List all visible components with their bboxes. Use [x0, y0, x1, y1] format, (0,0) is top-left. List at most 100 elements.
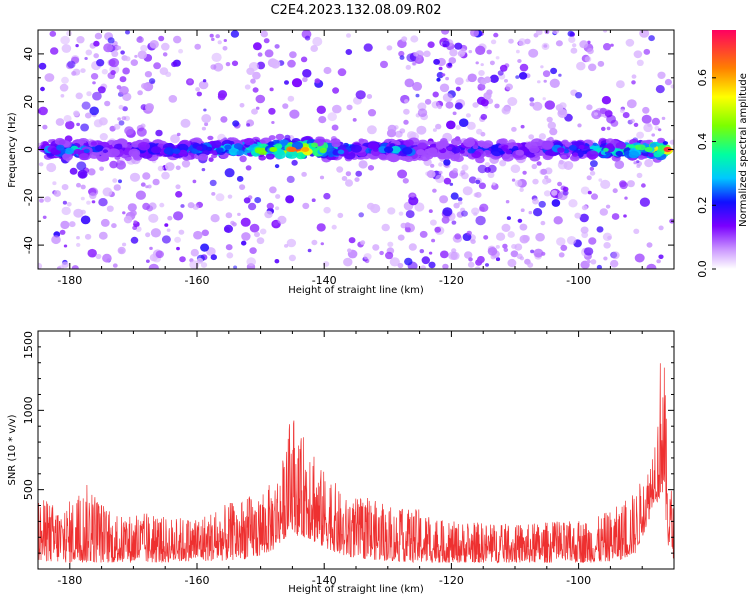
- spectrogram-cell: [158, 35, 165, 42]
- spectrogram-cell: [152, 178, 160, 186]
- spectrogram-cell: [201, 126, 206, 131]
- spectrogram-band-cell: [570, 154, 580, 162]
- spectrogram-cell: [226, 252, 234, 259]
- spectrogram-cell: [462, 186, 473, 196]
- spectrogram-cell: [149, 246, 153, 250]
- spectrogram-cell: [314, 78, 321, 84]
- spectrogram-cell: [316, 223, 326, 232]
- spectrogram-cell: [358, 212, 365, 218]
- spectrogram-cell: [175, 184, 181, 190]
- spectrogram-cell: [433, 58, 440, 65]
- spectrogram-cell: [142, 202, 151, 210]
- spectrogram-cell: [217, 93, 226, 101]
- spectrogram-cell: [250, 78, 256, 84]
- spectrogram-cell: [543, 79, 547, 83]
- spectrogram-cell: [38, 106, 48, 116]
- spectrogram-cell: [519, 234, 530, 244]
- spectrogram-cell: [237, 212, 241, 216]
- spectrogram-cell: [602, 232, 613, 241]
- spectrogram-cell: [556, 237, 566, 246]
- spectrogram-band-cell: [301, 143, 309, 149]
- spectrogram-cell: [385, 251, 394, 260]
- spectrogram-cell: [76, 182, 81, 188]
- spectrogram-band-cell: [437, 145, 444, 150]
- spectrogram-cell: [179, 256, 186, 263]
- spectrogram-band-cell: [404, 156, 413, 163]
- spectrogram-cell: [251, 108, 258, 115]
- spectrogram-band-cell: [163, 147, 175, 155]
- spectrogram-cell: [454, 42, 463, 50]
- spectrogram-band-cell: [285, 150, 298, 159]
- spectrogram-cell: [558, 73, 562, 77]
- spectrogram-cell: [284, 244, 289, 248]
- spectrogram-cell: [111, 223, 117, 229]
- spectrogram-cell: [468, 176, 477, 184]
- spectrogram-cell: [646, 263, 657, 269]
- spectrogram-cell: [181, 160, 191, 168]
- spectrogram-cell: [323, 66, 332, 75]
- spectrogram-cell: [460, 170, 466, 175]
- spectrogram-cell: [612, 188, 618, 194]
- spectrogram-cell: [550, 67, 558, 75]
- spectrogram-cell: [61, 184, 69, 191]
- spectrogram-cell: [589, 166, 595, 171]
- spectrogram-band-cell: [662, 141, 669, 145]
- spectrogram-cell: [381, 223, 390, 232]
- spectrogram-cell: [549, 78, 560, 89]
- spectrogram-cell: [603, 242, 611, 249]
- spectrogram-cell: [81, 101, 91, 110]
- spectrogram-cell: [189, 260, 200, 269]
- spectrogram-cell: [441, 30, 450, 35]
- spectrogram-cell: [540, 65, 544, 69]
- spectrogram-cell: [436, 71, 444, 79]
- x-tick-label: -120: [439, 274, 464, 287]
- spectrogram-cell: [575, 92, 583, 99]
- spectrogram-cell: [77, 169, 88, 179]
- spectrogram-cell: [517, 218, 523, 223]
- spectrogram-peak-cell: [288, 147, 297, 152]
- spectrogram-cell: [109, 160, 118, 169]
- spectrogram-cell: [101, 68, 108, 75]
- spectrogram-band-cell: [105, 152, 112, 157]
- spectrogram-cell: [636, 160, 640, 164]
- spectrogram-cell: [486, 89, 493, 96]
- spectrogram-cell: [428, 261, 436, 269]
- spectrogram-cell: [337, 212, 344, 219]
- spectrogram-cell: [583, 247, 594, 256]
- spectrogram-cell: [111, 50, 119, 57]
- spectrogram-cell: [540, 168, 548, 175]
- spectrogram-cell: [107, 37, 115, 44]
- spectrogram-cell: [210, 254, 217, 261]
- spectrogram-cell: [50, 47, 59, 55]
- spectrogram-cell: [112, 178, 118, 183]
- spectrogram-cell: [459, 48, 467, 55]
- spectrogram-cell: [343, 257, 353, 267]
- spectrogram-cell: [427, 41, 435, 48]
- spectrogram-band-cell: [491, 147, 504, 157]
- spectrogram-cell: [102, 253, 112, 263]
- spectrogram-cell: [63, 244, 68, 248]
- spectrogram-cell: [410, 35, 419, 43]
- spectrogram-cell: [477, 83, 486, 91]
- spectrogram-cell: [468, 50, 473, 54]
- spectrogram-cell: [410, 193, 416, 198]
- spectrogram-cell: [323, 192, 331, 200]
- spectrogram-cell: [436, 77, 441, 82]
- spectrogram-cell: [119, 76, 127, 83]
- colorbar-tick-label: 0.6: [696, 69, 709, 87]
- spectrogram-cell: [52, 181, 57, 186]
- spectrogram-band-cell: [560, 154, 567, 159]
- spectrogram-cell: [123, 215, 133, 224]
- spectrogram-band-cell: [233, 143, 243, 150]
- spectrogram-cell: [487, 247, 498, 256]
- spectrogram-cell: [208, 157, 214, 163]
- spectrogram-cell: [589, 170, 596, 176]
- spectrogram-cell: [541, 42, 550, 51]
- spectrogram-cell: [133, 220, 138, 224]
- spectrogram-cell: [220, 116, 228, 123]
- spectrogram-cell: [489, 74, 499, 84]
- spectrogram-cell: [266, 202, 274, 210]
- spectrogram-cell: [89, 106, 99, 116]
- spectrogram-cell: [99, 133, 108, 141]
- spectrogram-cell: [124, 126, 134, 136]
